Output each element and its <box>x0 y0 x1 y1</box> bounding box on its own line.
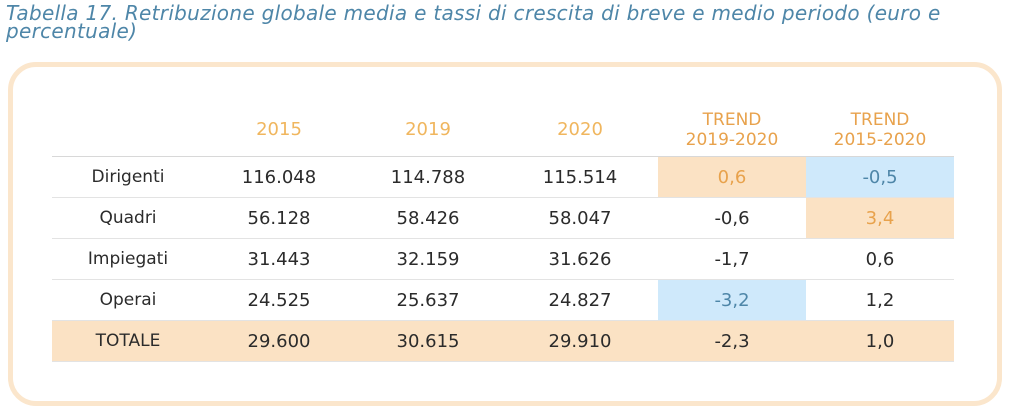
row-label: Impiegati <box>52 238 204 280</box>
cell-2019: 114.788 <box>354 156 502 198</box>
header-trend-2015-2020-line1: TREND <box>850 110 910 130</box>
cell-trend-2019-2020: -0,6 <box>658 197 806 239</box>
cell-trend-2019-2020: 0,6 <box>658 156 806 198</box>
header-2020: 2020 <box>557 119 603 140</box>
header-empty <box>52 104 204 157</box>
header-trend-2019-2020-line2: 2019-2020 <box>685 130 779 150</box>
table-row-dirigenti: Dirigenti 116.048 114.788 115.514 0,6 -0… <box>52 156 954 198</box>
cell-2015: 116.048 <box>204 156 354 198</box>
cell-2020: 115.514 <box>502 156 658 198</box>
cell-2019: 58.426 <box>354 197 502 239</box>
salary-table: 2015 2019 2020 TREND 2019-2020 TREND 201… <box>52 104 954 362</box>
cell-2020: 24.827 <box>502 279 658 321</box>
cell-trend-2015-2020: 0,6 <box>806 238 954 280</box>
cell-2020: 31.626 <box>502 238 658 280</box>
cell-2015: 24.525 <box>204 279 354 321</box>
cell-2019: 30.615 <box>354 320 502 362</box>
cell-2015: 29.600 <box>204 320 354 362</box>
cell-2015: 56.128 <box>204 197 354 239</box>
row-label: Dirigenti <box>52 156 204 198</box>
header-trend-2015-2020-line2: 2015-2020 <box>833 130 927 150</box>
table-row-impiegati: Impiegati 31.443 32.159 31.626 -1,7 0,6 <box>52 238 954 280</box>
header-2019: 2019 <box>405 119 451 140</box>
header-trend-2019-2020: TREND 2019-2020 <box>658 104 806 157</box>
cell-2020: 29.910 <box>502 320 658 362</box>
header-trend-2019-2020-line1: TREND <box>702 110 762 130</box>
row-label: TOTALE <box>52 320 204 362</box>
cell-2019: 32.159 <box>354 238 502 280</box>
header-trend-2015-2020: TREND 2015-2020 <box>806 104 954 157</box>
table-caption: Tabella 17. Retribuzione globale media e… <box>6 1 941 43</box>
cell-2019: 25.637 <box>354 279 502 321</box>
row-label: Operai <box>52 279 204 321</box>
table-row-totale: TOTALE 29.600 30.615 29.910 -2,3 1,0 <box>52 320 954 362</box>
cell-trend-2015-2020: -0,5 <box>806 156 954 198</box>
cell-trend-2019-2020: -1,7 <box>658 238 806 280</box>
cell-trend-2015-2020: 1,2 <box>806 279 954 321</box>
cell-trend-2015-2020: 1,0 <box>806 320 954 362</box>
header-2015: 2015 <box>256 119 302 140</box>
cell-2015: 31.443 <box>204 238 354 280</box>
row-label: Quadri <box>52 197 204 239</box>
cell-trend-2019-2020: -2,3 <box>658 320 806 362</box>
cell-trend-2019-2020: -3,2 <box>658 279 806 321</box>
cell-trend-2015-2020: 3,4 <box>806 197 954 239</box>
table-row-operai: Operai 24.525 25.637 24.827 -3,2 1,2 <box>52 279 954 321</box>
header-row: 2015 2019 2020 TREND 2019-2020 TREND 201… <box>52 104 954 157</box>
cell-2020: 58.047 <box>502 197 658 239</box>
table-row-quadri: Quadri 56.128 58.426 58.047 -0,6 3,4 <box>52 197 954 239</box>
